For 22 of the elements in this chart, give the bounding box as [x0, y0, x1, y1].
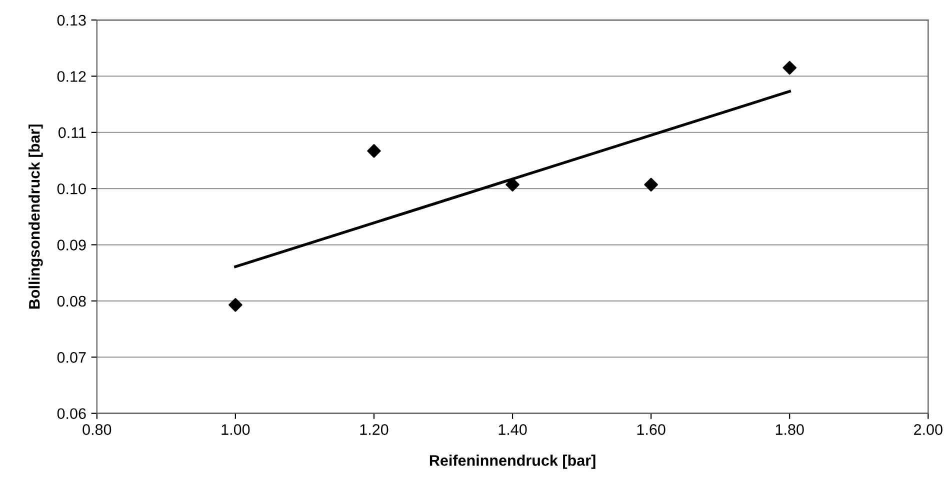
y-tick-label: 0.08 [57, 296, 86, 307]
x-tick-label: 1.40 [498, 424, 527, 435]
point [367, 144, 381, 158]
point [228, 298, 242, 312]
x-tick-label: 1.20 [360, 424, 388, 435]
y-tick-label: 0.12 [57, 71, 86, 82]
x-tick-label: 0.80 [82, 424, 112, 435]
x-tick-label: 1.60 [637, 424, 666, 435]
y-tick-label: 0.07 [57, 352, 86, 363]
x-tick-label: 1.00 [222, 424, 250, 435]
y-tick-label: 0.10 [57, 183, 86, 194]
y-tick-label: 0.11 [58, 127, 86, 138]
point [506, 178, 520, 192]
point [782, 60, 797, 75]
point [644, 178, 658, 192]
x-tick-label: 1.80 [776, 424, 804, 435]
y-tick-label: 0.06 [57, 408, 86, 420]
y-tick-label: 0.13 [57, 14, 86, 26]
x-tick-label: 2.00 [914, 424, 942, 435]
y-tick-label: 0.09 [57, 240, 86, 250]
x-axis-title: Reifeninnendruck [bar] [430, 454, 596, 469]
y-axis-title: Bollingsondendruck [bar] [28, 124, 43, 309]
